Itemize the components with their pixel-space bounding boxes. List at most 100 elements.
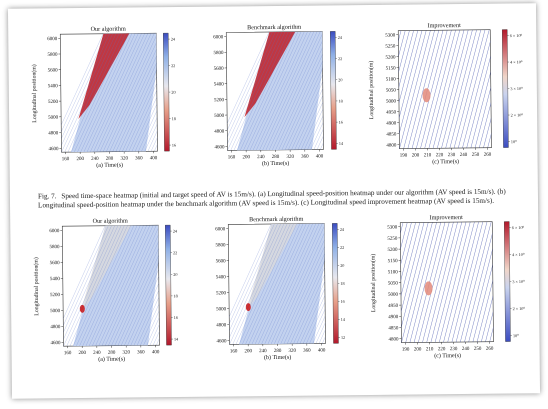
plot-body xyxy=(62,225,160,347)
trajectory-line xyxy=(79,225,135,347)
trajectory-line xyxy=(228,223,281,345)
panel-title: Improvement xyxy=(427,22,461,29)
y-tick-label: 5200 xyxy=(385,56,396,61)
colorbar-tick-label: 18 xyxy=(340,281,344,286)
trajectory-line xyxy=(418,222,450,343)
trajectory-line xyxy=(416,30,448,149)
y-tick-label: 5100 xyxy=(386,78,397,83)
trajectory-line xyxy=(265,31,321,151)
trajectory-line xyxy=(95,225,151,346)
trajectory-line xyxy=(455,221,488,343)
trajectory-line xyxy=(537,29,540,147)
y-tick-label: 4600 xyxy=(214,145,225,150)
trajectory-line xyxy=(451,221,484,343)
y-tick-label: 4800 xyxy=(50,325,61,330)
trajectory-line xyxy=(300,31,324,150)
trajectory-line xyxy=(530,221,540,341)
trajectory-line xyxy=(127,225,160,346)
panel-r1-c1 xyxy=(58,32,171,155)
plot-body xyxy=(228,223,326,345)
trajectory-line xyxy=(426,222,458,343)
colorbar-tick-label: 20 xyxy=(171,90,175,95)
congestion-wedge xyxy=(244,31,296,118)
trajectory-line xyxy=(88,225,144,347)
plot-body xyxy=(226,31,324,151)
trajectory-line xyxy=(430,221,463,343)
trajectory-line xyxy=(291,31,324,150)
x-tick-label: 210 xyxy=(424,153,432,158)
y-tick-label: 5200 xyxy=(216,291,227,296)
trajectory-line xyxy=(254,223,310,345)
colorbar-tick-label: 3 × 10⁰ xyxy=(510,86,523,91)
trajectory-line xyxy=(232,223,288,345)
trajectory-line xyxy=(248,223,304,345)
trajectory-line xyxy=(62,225,112,347)
panel-title: Benchmark algorithm xyxy=(249,216,303,224)
trajectory-line xyxy=(108,225,160,346)
y-tick-label: 5000 xyxy=(50,309,61,314)
trajectory-line xyxy=(310,31,324,150)
trajectory-line xyxy=(267,223,323,345)
trajectory-line xyxy=(90,33,145,152)
x-axis-label: (a) Time(s) xyxy=(96,162,123,169)
trajectory-line xyxy=(274,223,326,345)
trajectory-line xyxy=(80,33,136,153)
x-tick-label: 250 xyxy=(474,347,482,352)
panel-title: Our algorithm xyxy=(91,26,126,33)
trajectory-line xyxy=(259,31,315,151)
panel-r2-c3 xyxy=(398,221,540,345)
trajectory-line xyxy=(539,221,540,341)
y-axis-label: Longitudinal position(m) xyxy=(370,254,378,313)
colorbar-tick-label: 14 xyxy=(174,337,179,342)
trajectory-line xyxy=(66,225,122,347)
x-tick-label: 200 xyxy=(244,349,252,354)
trajectory-line xyxy=(143,225,160,346)
trajectory-line xyxy=(74,33,129,153)
colorbar-tick-label: 18 xyxy=(338,98,342,103)
trajectory-line xyxy=(104,225,160,346)
y-tick-label: 6000 xyxy=(49,229,60,234)
x-axis-label: (b) Time(s) xyxy=(264,354,291,361)
trajectory-line xyxy=(64,33,120,153)
trajectory-line xyxy=(154,33,158,152)
y-tick-label: 5000 xyxy=(388,293,399,298)
trajectory-line xyxy=(453,29,486,149)
y-tick-label: 4600 xyxy=(50,341,61,346)
trajectory-line xyxy=(226,31,276,151)
y-tick-label: 5800 xyxy=(47,53,58,58)
trajectory-line xyxy=(99,33,155,152)
trajectory-line xyxy=(280,223,326,345)
y-tick-label: 5600 xyxy=(48,68,59,73)
trajectory-line xyxy=(434,221,467,343)
trajectory-line xyxy=(278,31,324,151)
trajectory-line xyxy=(284,31,324,150)
colorbar-tick-label: 20 xyxy=(338,77,342,82)
y-tick-label: 4950 xyxy=(388,304,399,309)
x-tick-label: 280 xyxy=(272,155,280,160)
trajectory-line xyxy=(226,31,270,151)
x-tick-label: 200 xyxy=(412,153,420,158)
y-tick-label: 4600 xyxy=(48,147,59,152)
trajectory-band xyxy=(239,223,326,345)
trajectory-line xyxy=(288,31,324,150)
x-tick-label: 220 xyxy=(438,347,446,352)
y-tick-label: 5600 xyxy=(50,261,61,266)
trajectory-line xyxy=(61,33,117,153)
trajectory-line xyxy=(101,225,157,346)
trajectory-line xyxy=(133,225,160,346)
trajectory-line xyxy=(281,31,324,150)
y-tick-label: 5050 xyxy=(388,282,399,287)
colorbar-tick-label: 22 xyxy=(171,63,175,68)
x-tick-label: 400 xyxy=(152,350,160,355)
trajectory-line xyxy=(420,30,452,149)
x-tick-label: 160 xyxy=(228,155,236,160)
trajectory-line xyxy=(122,33,158,152)
trajectory-line xyxy=(60,33,104,153)
trajectory-line xyxy=(306,223,326,344)
congestion-wedge xyxy=(80,225,132,313)
y-tick-label: 5000 xyxy=(386,100,397,105)
trajectory-line xyxy=(398,30,423,149)
trajectory-line xyxy=(134,33,158,152)
plot-frame xyxy=(397,29,492,149)
y-tick-label: 5250 xyxy=(387,237,398,242)
